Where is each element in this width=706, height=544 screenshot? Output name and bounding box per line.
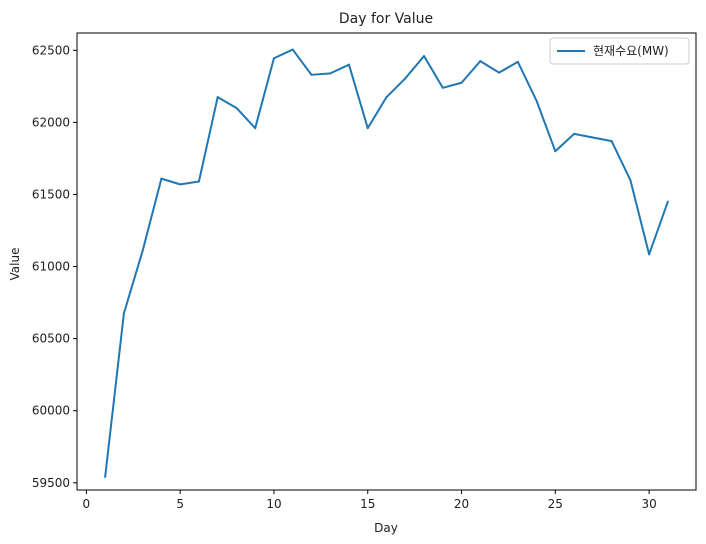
data-point: [160, 177, 163, 180]
x-axis: 0 5 10 15 20 25 30: [83, 490, 657, 511]
data-point: [122, 312, 125, 315]
data-point: [535, 99, 538, 102]
data-point: [141, 249, 144, 252]
data-point: [610, 140, 613, 143]
y-axis: 59500 60000 60500 61000 61500 62000 62500: [32, 43, 77, 490]
legend-label: 현재수요(MW): [593, 44, 669, 58]
data-point: [573, 132, 576, 135]
data-point: [254, 127, 257, 130]
data-point: [498, 71, 501, 74]
data-point: [385, 96, 388, 99]
legend-box: [549, 37, 690, 65]
x-tick-label: 10: [266, 497, 281, 511]
data-point: [235, 106, 238, 109]
x-tick-label: 0: [83, 497, 91, 511]
y-tick-label: 59500: [32, 476, 70, 490]
data-point: [310, 73, 313, 76]
data-point: [197, 180, 200, 183]
y-tick-label: 62000: [32, 115, 70, 129]
data-point: [666, 200, 669, 203]
data-point: [423, 55, 426, 58]
data-point: [516, 60, 519, 63]
data-point: [347, 63, 350, 66]
chart-title: Day for Value: [339, 11, 433, 27]
data-point: [329, 72, 332, 75]
y-tick-label: 60000: [32, 404, 70, 418]
x-tick-label: 20: [454, 497, 469, 511]
data-point: [291, 48, 294, 51]
plot-border: [76, 32, 697, 491]
data-point: [104, 476, 107, 479]
y-tick-label: 62500: [32, 43, 70, 57]
data-point: [216, 96, 219, 99]
data-point: [554, 150, 557, 153]
data-point: [479, 60, 482, 63]
y-axis-label: Value: [8, 248, 22, 281]
x-axis-label: Day: [374, 521, 398, 535]
plot-area: [104, 48, 669, 479]
legend: 현재수요(MW): [549, 37, 690, 65]
data-point: [629, 179, 632, 182]
y-tick-label: 60500: [32, 332, 70, 346]
data-point: [441, 86, 444, 89]
data-point: [179, 183, 182, 186]
data-point: [272, 57, 275, 60]
data-point: [648, 253, 651, 256]
x-tick-label: 15: [360, 497, 375, 511]
plot-frame: [76, 32, 697, 491]
x-tick-label: 25: [548, 497, 563, 511]
data-point: [404, 77, 407, 80]
data-point: [366, 127, 369, 130]
y-tick-label: 61000: [32, 260, 70, 274]
x-tick-label: 30: [641, 497, 656, 511]
x-tick-label: 5: [176, 497, 184, 511]
data-point: [460, 81, 463, 84]
y-tick-label: 61500: [32, 187, 70, 201]
series-line: [104, 48, 669, 478]
data-point: [591, 136, 594, 139]
